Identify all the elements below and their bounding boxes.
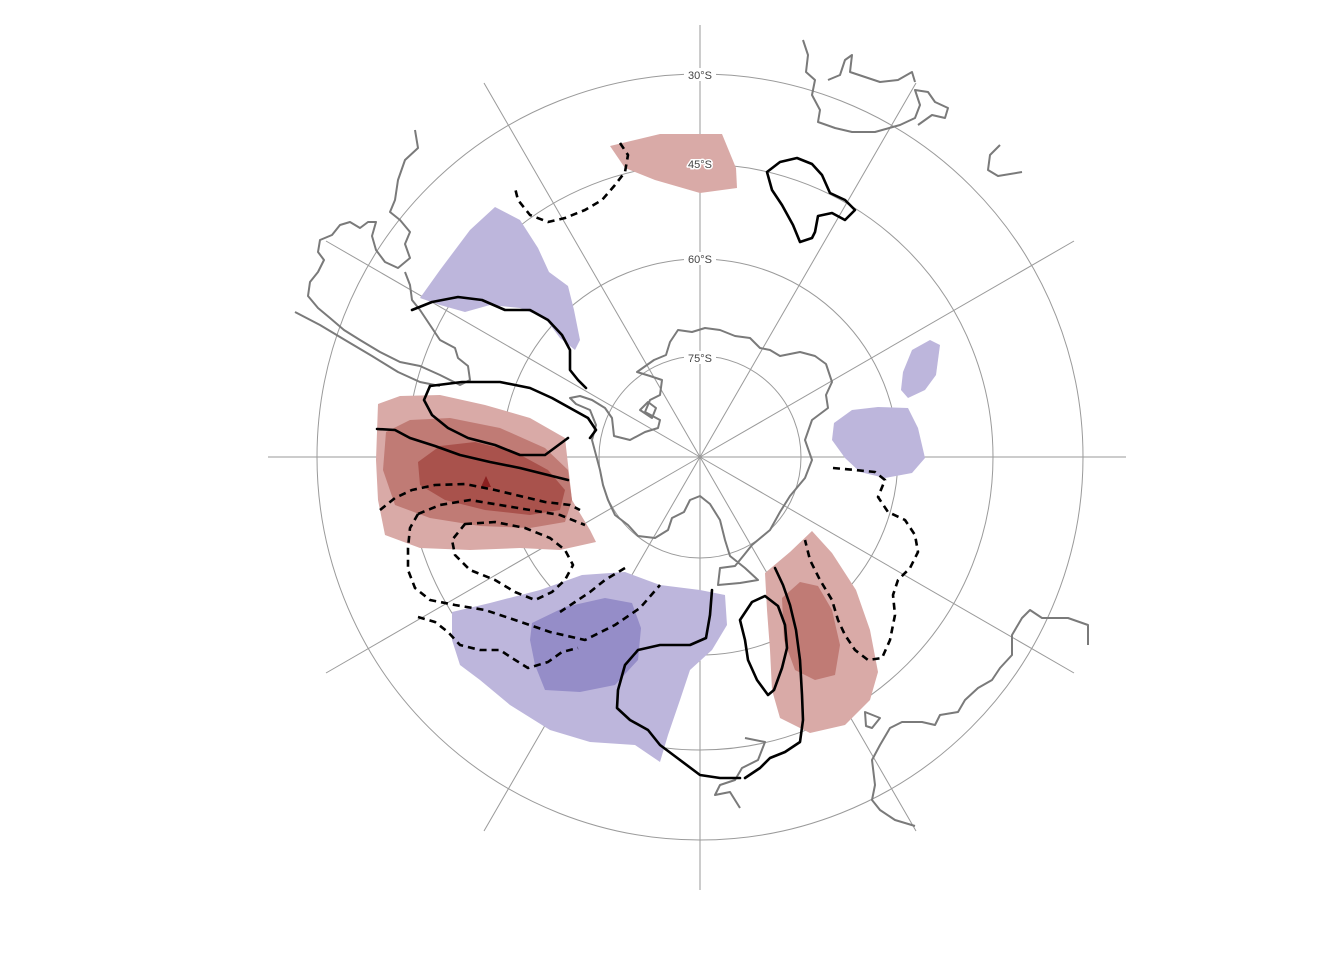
- negative-anomaly-east-small: [901, 340, 940, 398]
- south-america-tip: [294, 311, 441, 387]
- meridian-30w: [483, 82, 701, 458]
- meridian-60w: [325, 240, 701, 458]
- africa-east-coast: [827, 54, 916, 83]
- negative-anomaly-south-2: [530, 598, 641, 692]
- new-zealand-coastline: [714, 737, 766, 809]
- coastlines: [294, 39, 1089, 827]
- antarctica-inlet: [639, 401, 657, 419]
- solid-contour-south: [615, 588, 742, 780]
- positive-contours: [375, 156, 857, 780]
- solid-contour-northwest: [410, 295, 588, 390]
- solid-contour-africa: [765, 156, 857, 244]
- lat-label-45: 45°S: [688, 159, 712, 171]
- meridian-60e: [699, 240, 1075, 458]
- dashed-contour-southwest: [417, 615, 579, 670]
- latitude-labels: 30°S 45°S 60°S 75°S: [684, 68, 716, 365]
- antarctica-coastline: [569, 327, 833, 586]
- solid-contour-southeast-band: [743, 566, 805, 780]
- lat-label-60: 60°S: [688, 254, 712, 266]
- shaded-anomalies: [376, 134, 940, 762]
- dashed-contour-north: [513, 142, 630, 224]
- australia-coastline: [871, 609, 1089, 827]
- lat-label-75: 75°S: [688, 353, 712, 365]
- dashed-contour-west-2: [417, 498, 586, 527]
- meridian-30e: [699, 82, 917, 458]
- dashed-contour-west-1: [379, 482, 581, 512]
- positive-anomaly-southeast-2: [782, 582, 840, 680]
- dashed-contour-south-link: [559, 566, 626, 614]
- meridian-120w: [325, 456, 701, 674]
- dashed-contour-west-inner: [450, 520, 575, 602]
- meridian-120e: [699, 456, 1075, 674]
- tasmania-coastline: [864, 711, 881, 729]
- solid-contour-west-loop: [428, 380, 598, 440]
- dashed-contour-west-3: [406, 513, 661, 642]
- negative-contours: [379, 142, 920, 670]
- south-america-coastline: [307, 129, 471, 386]
- madagascar-coastline: [987, 144, 1023, 177]
- solid-contour-southeast-loop: [738, 594, 789, 697]
- negative-anomaly-east: [832, 407, 925, 478]
- lat-label-30: 30°S: [688, 70, 712, 82]
- africa-coastline: [802, 39, 949, 133]
- positive-anomaly-west-4: [481, 476, 491, 487]
- solid-contour-west-band: [375, 427, 570, 482]
- positive-anomaly-north: [610, 134, 737, 193]
- solid-contour-west-inner: [422, 384, 570, 457]
- dashed-contour-east: [803, 466, 920, 662]
